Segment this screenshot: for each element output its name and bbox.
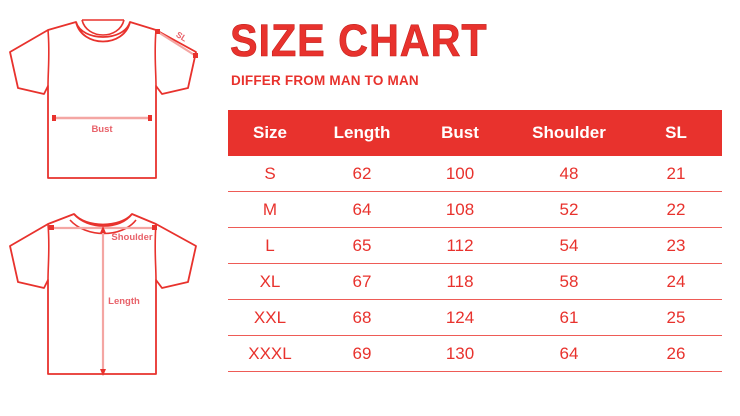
cell-bust: 124 [412, 299, 508, 336]
cell-shoulder: 48 [508, 156, 630, 192]
table-row: XXL 68 124 61 25 [228, 299, 722, 336]
cell-shoulder: 54 [508, 227, 630, 264]
cell-size: M [228, 191, 312, 228]
cell-length: 69 [312, 335, 412, 372]
cell-length: 65 [312, 227, 412, 264]
table-body: S 62 100 48 21 M 64 108 52 22 L 65 112 [228, 156, 722, 372]
cell-bust: 130 [412, 335, 508, 372]
right-sleeve-seam [154, 223, 157, 281]
left-sleeve-seam [47, 29, 50, 87]
collar-outer [75, 21, 131, 43]
table-row: M 64 108 52 22 [228, 191, 722, 228]
shirt-body-outline [9, 21, 197, 179]
content-panel: SIZE CHART DIFFER FROM MAN TO MAN Size L… [228, 0, 728, 416]
cell-shoulder: 61 [508, 299, 630, 336]
collar-inner [81, 19, 125, 36]
t-shirt-back-illustration: Shoulder Length [9, 213, 197, 376]
left-sleeve-seam [47, 223, 50, 281]
cell-size: S [228, 156, 312, 192]
back-collar-outer [73, 213, 133, 227]
table-row: XL 67 118 58 24 [228, 263, 722, 300]
t-shirt-front-view: Bust SL [4, 8, 218, 198]
cell-shoulder: 64 [508, 335, 630, 372]
cell-sl: 25 [630, 299, 722, 336]
bust-label: Bust [91, 124, 113, 135]
length-label: Length [108, 296, 140, 307]
cell-sl: 22 [630, 191, 722, 228]
cell-size: XXXL [228, 335, 312, 372]
cell-length: 67 [312, 263, 412, 300]
table-row: S 62 100 48 21 [228, 156, 722, 192]
cell-length: 68 [312, 299, 412, 336]
page-title: SIZE CHART [230, 15, 488, 66]
size-chart-table: Size Length Bust Shoulder SL S 62 100 48… [228, 110, 722, 372]
cell-bust: 118 [412, 263, 508, 300]
table-row: XXXL 69 130 64 26 [228, 335, 722, 372]
right-sleeve-seam [154, 29, 157, 87]
sleeve-length-measure-arrow [155, 29, 198, 58]
cell-bust: 100 [412, 156, 508, 192]
diagram-panel: Bust SL [0, 0, 222, 416]
table-row: L 65 112 54 23 [228, 227, 722, 264]
cell-shoulder: 58 [508, 263, 630, 300]
t-shirt-back-view: Shoulder Length [4, 198, 218, 403]
cell-length: 64 [312, 191, 412, 228]
column-header-shoulder: Shoulder [532, 123, 606, 142]
cell-bust: 108 [412, 191, 508, 228]
length-measure-arrow [100, 226, 106, 376]
cell-size: L [228, 227, 312, 264]
cell-sl: 21 [630, 156, 722, 192]
t-shirt-front-illustration: Bust SL [9, 19, 198, 179]
cell-sl: 23 [630, 227, 722, 264]
cell-sl: 26 [630, 335, 722, 372]
cell-length: 62 [312, 156, 412, 192]
cell-shoulder: 52 [508, 191, 630, 228]
bust-measure-arrow [52, 115, 152, 121]
shoulder-label: Shoulder [111, 232, 152, 243]
column-header-bust: Bust [441, 123, 479, 142]
cell-size: XXL [228, 299, 312, 336]
column-header-size: Size [252, 123, 288, 142]
cell-bust: 112 [412, 227, 508, 264]
page-subtitle: DIFFER FROM MAN TO MAN [231, 73, 419, 88]
sleeve-length-label: SL [174, 29, 189, 43]
cell-size: XL [228, 263, 312, 300]
column-header-length: Length [333, 123, 391, 142]
cell-sl: 24 [630, 263, 722, 300]
column-header-sl: SL [665, 123, 687, 142]
table-header: Size Length Bust Shoulder SL [228, 110, 722, 156]
table-header-row: Size Length Bust Shoulder SL [228, 110, 722, 156]
